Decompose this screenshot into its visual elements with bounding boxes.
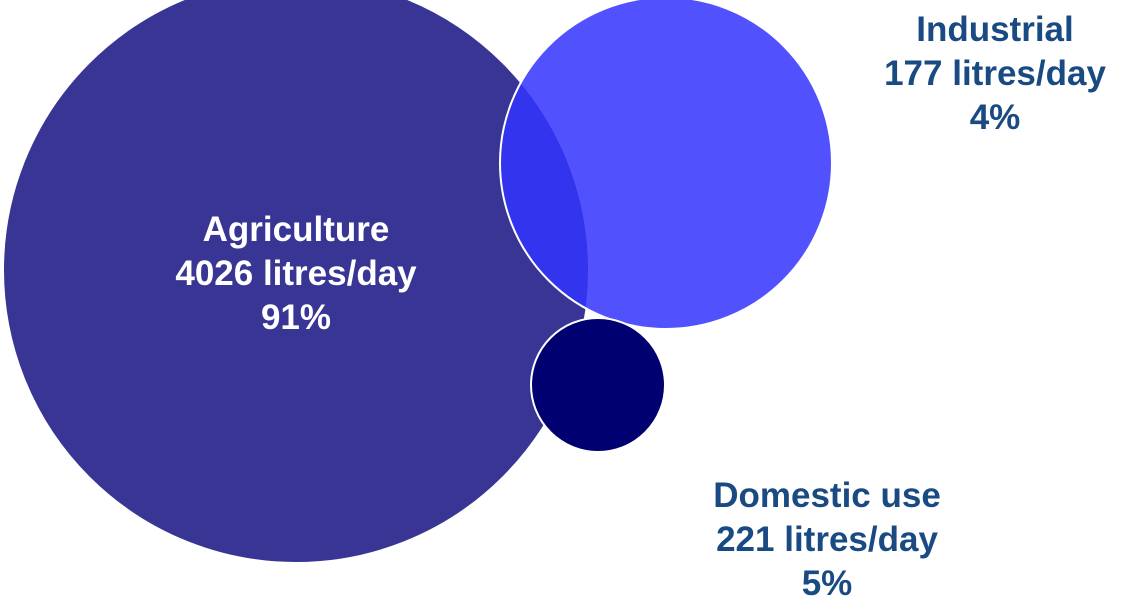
industrial-label: Industrial 177 litres/day 4%	[836, 8, 1126, 140]
domestic-amount: 221 litres/day	[716, 520, 938, 559]
industrial-amount: 177 litres/day	[884, 54, 1106, 93]
domestic-bubble	[530, 317, 666, 453]
agriculture-label: Agriculture 4026 litres/day 91%	[126, 208, 466, 340]
domestic-percent: 5%	[801, 564, 853, 603]
agriculture-amount: 4026 litres/day	[175, 254, 417, 293]
industrial-name: Industrial	[916, 10, 1074, 49]
industrial-percent: 4%	[969, 98, 1021, 137]
domestic-name: Domestic use	[713, 476, 941, 515]
agriculture-percent: 91%	[260, 298, 332, 337]
industrial-bubble	[499, 0, 833, 330]
agriculture-name: Agriculture	[202, 210, 390, 249]
domestic-label: Domestic use 221 litres/day 5%	[664, 474, 990, 606]
